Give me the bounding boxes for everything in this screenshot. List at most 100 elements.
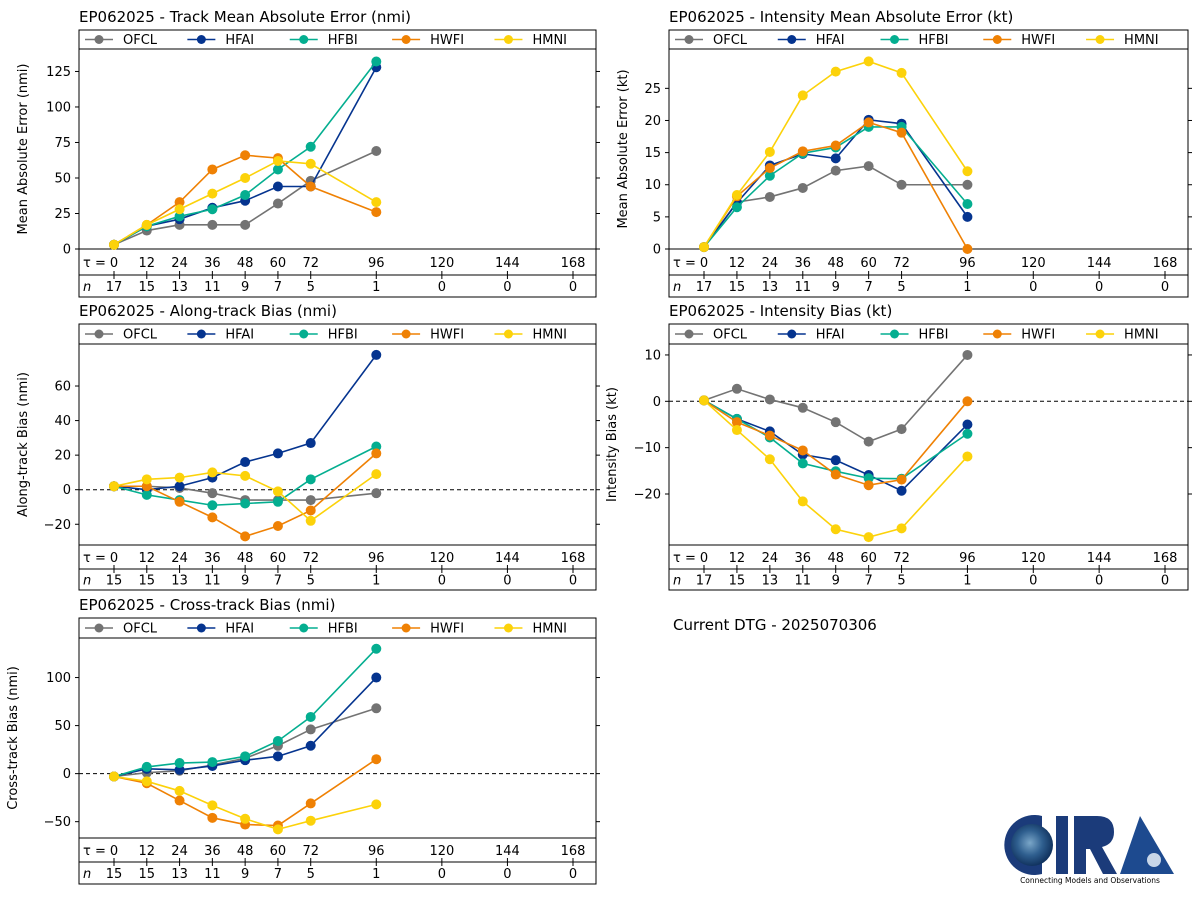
data-point	[240, 190, 251, 201]
chart-frame	[78, 617, 597, 885]
series-line	[703, 118, 969, 248]
sample-count: 9	[832, 280, 840, 295]
data-point	[272, 824, 283, 835]
x-tick-label: 0	[110, 844, 118, 859]
cira-logo-mark	[1004, 815, 1174, 875]
x-tick-label: 120	[429, 256, 454, 271]
series-line	[113, 445, 377, 507]
data-point	[896, 179, 907, 190]
data-point	[371, 488, 382, 499]
series-line	[703, 399, 969, 487]
y-tick-label: 40	[54, 414, 71, 429]
legend-marker	[787, 329, 797, 339]
legend-label: HFBI	[919, 33, 949, 48]
data-point	[962, 428, 973, 439]
data-point	[863, 161, 874, 172]
legend-item-hwfi: HWFI	[983, 33, 1055, 48]
data-point	[272, 448, 283, 459]
tau-label: τ =	[673, 256, 696, 271]
data-point	[305, 438, 316, 449]
x-tick-label: 120	[1021, 256, 1046, 271]
legend-label: HFAI	[225, 33, 254, 48]
data-point	[174, 211, 185, 222]
sample-count: 0	[1161, 280, 1169, 295]
data-point	[764, 430, 775, 441]
sample-count: 11	[795, 574, 812, 589]
legend-label: HFAI	[225, 328, 254, 343]
legend-label: HWFI	[1021, 328, 1055, 343]
sample-count: 5	[307, 280, 315, 295]
x-tick-label: 144	[495, 256, 520, 271]
data-point	[699, 242, 709, 253]
data-point	[272, 496, 283, 507]
data-point	[962, 199, 973, 210]
legend-label: HWFI	[430, 622, 464, 637]
y-tick-label: 15	[644, 146, 661, 161]
legend-marker	[992, 35, 1002, 44]
sample-count: 9	[241, 574, 249, 589]
data-point	[305, 711, 316, 722]
data-point	[305, 495, 316, 506]
series-line	[113, 354, 377, 491]
data-point	[962, 396, 973, 407]
legend-label: HWFI	[430, 328, 464, 343]
x-tick-label: 24	[762, 256, 779, 271]
data-point	[371, 349, 382, 360]
y-axis-label: Cross-track Bias (nmi)	[6, 666, 21, 810]
sample-count: 5	[307, 574, 315, 589]
legend-label: OFCL	[123, 33, 158, 48]
data-point	[174, 496, 185, 507]
data-point	[305, 515, 316, 526]
chart-title: EP062025 - Cross-track Bias (nmi)	[79, 596, 335, 614]
x-tick-label: 72	[302, 551, 319, 566]
chart-title: EP062025 - Track Mean Absolute Error (nm…	[79, 8, 411, 26]
y-tick-label: 20	[54, 449, 71, 464]
data-point	[830, 66, 841, 77]
legend-marker	[890, 35, 900, 44]
legend-item-hwfi: HWFI	[392, 33, 464, 48]
legend-item-hfai: HFAI	[777, 328, 845, 343]
data-point	[174, 481, 185, 492]
data-point	[699, 395, 709, 406]
x-tick-label: 24	[171, 256, 188, 271]
sample-count: 7	[865, 574, 873, 589]
legend-label: HFAI	[225, 622, 254, 637]
sample-count: 0	[438, 280, 446, 295]
data-point	[174, 795, 185, 806]
sample-count: 15	[139, 867, 156, 882]
data-point	[371, 703, 382, 714]
series-line	[113, 61, 377, 246]
series-line	[113, 648, 377, 778]
data-point	[109, 771, 119, 782]
data-point	[797, 90, 808, 101]
data-point	[764, 454, 775, 465]
legend-label: OFCL	[123, 622, 158, 637]
chart-intensity-bias: EP062025 - Intensity Bias (kt) OFCL HFAI HF…	[605, 302, 1192, 591]
legend-label: HFBI	[328, 328, 358, 343]
y-tick-label: −20	[44, 518, 71, 533]
legend-marker	[1095, 329, 1105, 339]
data-point	[207, 812, 218, 823]
data-point	[207, 467, 218, 478]
data-point	[863, 436, 874, 447]
legend-label: HFAI	[816, 328, 845, 343]
y-tick-label: 25	[644, 82, 661, 97]
series-hfbi	[109, 643, 382, 782]
data-point	[830, 455, 841, 466]
sample-count: 15	[106, 867, 123, 882]
legend-marker	[1095, 35, 1105, 44]
data-point	[797, 182, 808, 193]
legend-item-hwfi: HWFI	[983, 328, 1055, 343]
data-point	[896, 485, 907, 496]
x-tick-label: 24	[171, 551, 188, 566]
n-label: n	[83, 867, 91, 882]
sample-count: 0	[1095, 574, 1103, 589]
series-line	[703, 354, 969, 443]
x-tick-label: 60	[270, 844, 287, 859]
cira-logo: Connecting Models and Observations	[1002, 812, 1178, 886]
legend-item-hfai: HFAI	[187, 622, 254, 637]
x-tick-label: 96	[959, 256, 976, 271]
series-line	[113, 758, 377, 827]
x-tick-label: 144	[1087, 551, 1112, 566]
sample-count: 15	[729, 280, 746, 295]
